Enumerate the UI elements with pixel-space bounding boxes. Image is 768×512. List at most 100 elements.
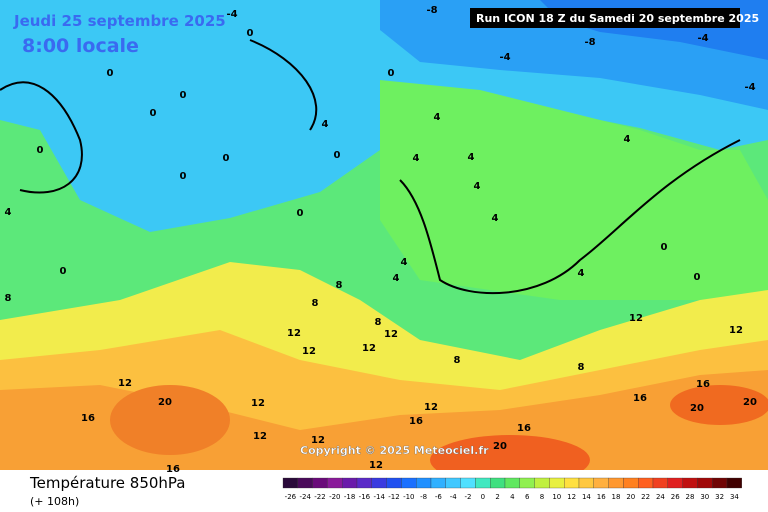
scale-swatch [578, 477, 594, 489]
scale-swatch [386, 477, 402, 489]
scale-swatch [564, 477, 580, 489]
scale-swatch [534, 477, 550, 489]
contour-label: 16 [633, 393, 647, 404]
contour-label: 12 [251, 398, 265, 409]
contour-label: 12 [118, 378, 132, 389]
contour-label: 4 [413, 153, 420, 164]
scale-swatch [519, 477, 535, 489]
scale-label: -16 [359, 493, 371, 501]
contour-label: 12 [302, 346, 316, 357]
scale-swatch [726, 477, 742, 489]
scale-swatch [638, 477, 654, 489]
coastline [0, 39, 741, 295]
scale-label: 4 [510, 493, 515, 501]
scale-label: 0 [481, 493, 485, 501]
scale-label: -6 [435, 493, 443, 501]
scale-swatch [712, 477, 728, 489]
contour-label: 8 [454, 355, 461, 366]
contour-label: 4 [322, 119, 329, 130]
scale-label: -26 [285, 493, 297, 501]
scale-swatch [652, 477, 668, 489]
lead-time: (+ 108h) [30, 495, 79, 508]
contour-label: 20 [743, 397, 757, 408]
scale-label: 2 [495, 493, 499, 501]
scale-label: 16 [597, 493, 606, 501]
contour-label: -8 [426, 5, 437, 16]
contour-label: 4 [434, 112, 441, 123]
scale-swatch [416, 477, 432, 489]
scale-swatch [490, 477, 506, 489]
contour-label: 4 [5, 207, 12, 218]
contour-label: 0 [107, 68, 114, 79]
scale-swatch [282, 477, 298, 489]
contour-label: 16 [409, 416, 423, 427]
date: Jeudi 25 septembre 2025 [13, 12, 226, 30]
scale-label: 14 [582, 493, 591, 501]
contour-label: -8 [584, 37, 595, 48]
time: 8:00 locale [22, 35, 139, 57]
contour-label: 12 [629, 313, 643, 324]
contour-label: 8 [578, 362, 585, 373]
contour-label: -4 [744, 82, 755, 93]
contour-label: 4 [624, 134, 631, 145]
scale-label: -10 [403, 493, 414, 501]
contour-label: -4 [226, 9, 237, 20]
scale-label: 24 [656, 493, 665, 501]
contour-label: 12 [362, 343, 376, 354]
contour-label: 0 [661, 242, 668, 253]
contour-label: 8 [5, 293, 12, 304]
scale-label: 22 [641, 493, 650, 501]
contour-label: 4 [468, 152, 475, 163]
contour-label: 16 [166, 464, 180, 475]
mild-land [380, 80, 768, 300]
scale-swatch [593, 477, 609, 489]
contour-label: -4 [499, 52, 510, 63]
contour-label: 16 [696, 379, 710, 390]
scale-label: 28 [686, 493, 695, 501]
scale-swatch [623, 477, 639, 489]
run: Run ICON 18 Z du Samedi 20 septembre 202… [476, 12, 759, 25]
contour-label: 12 [287, 328, 301, 339]
contour-label: 8 [375, 317, 382, 328]
contour-label: 4 [401, 257, 408, 268]
contour-label: 0 [150, 108, 157, 119]
contour-label: 4 [492, 213, 499, 224]
contour-label: 12 [369, 460, 383, 471]
field-title: Température 850hPa [29, 474, 186, 492]
contour-label: 8 [312, 298, 319, 309]
scale-swatch [430, 477, 446, 489]
scale-swatch [371, 477, 387, 489]
hot-spot [670, 385, 768, 425]
scale-swatch [475, 477, 491, 489]
scale-swatch [608, 477, 624, 489]
scale-label: -12 [388, 493, 399, 501]
contour-label: 0 [297, 208, 304, 219]
scale-swatch [297, 477, 313, 489]
scale-swatch [682, 477, 698, 489]
contour-label: 12 [424, 402, 438, 413]
scale-swatch [327, 477, 343, 489]
scale-swatch [667, 477, 683, 489]
contour-label: 4 [474, 181, 481, 192]
scale-label: 26 [671, 493, 680, 501]
scale-label: 10 [552, 493, 561, 501]
contour-label: 20 [690, 403, 704, 414]
contour-label: 16 [81, 413, 95, 424]
scale-swatch [460, 477, 476, 489]
contour-label: 12 [729, 325, 743, 336]
scale-label: 34 [730, 493, 739, 501]
scale-label: 30 [700, 493, 709, 501]
contour-label: 12 [253, 431, 267, 442]
scale-swatch [504, 477, 520, 489]
contour-label: 20 [493, 441, 507, 452]
hot-spot [110, 385, 230, 455]
contour-label: 12 [311, 435, 325, 446]
scale-swatch [401, 477, 417, 489]
scale-swatch [445, 477, 461, 489]
contour-label: 4 [393, 273, 400, 284]
scale-label: 8 [540, 493, 544, 501]
scale-label: 18 [612, 493, 621, 501]
scale-label: -20 [329, 493, 340, 501]
